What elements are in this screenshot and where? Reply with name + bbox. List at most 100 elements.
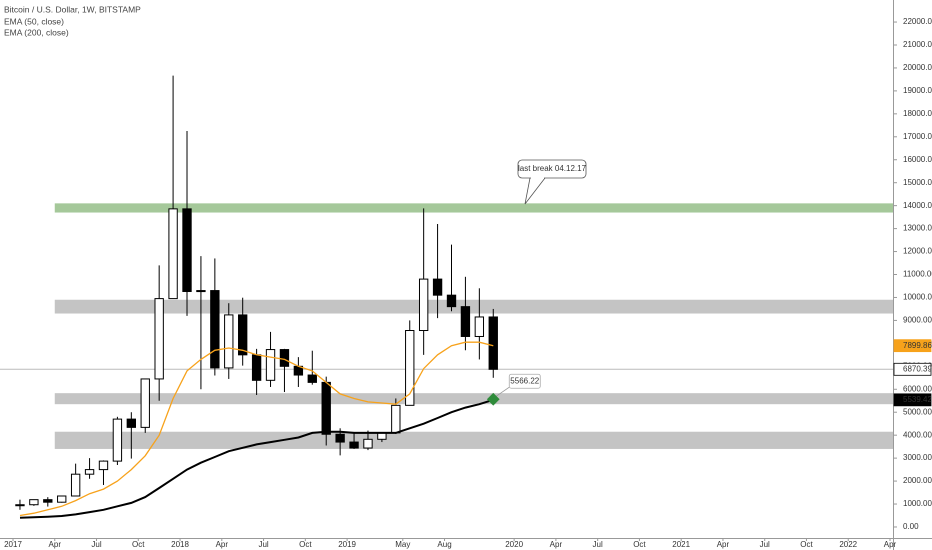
candle-body [43,499,53,503]
candle-body [460,306,471,337]
x-tick-label: Oct [633,540,646,549]
candle-body [140,378,150,428]
x-tick-label: Apr [717,540,730,549]
candle-body [70,473,81,497]
annotation-box [517,159,587,179]
candle-body [335,433,345,443]
x-tick-label: Apr [49,540,62,549]
candle-body [210,290,220,369]
candle-body [15,504,25,507]
marker-label: 5566.22 [510,376,539,385]
candle-body [29,499,39,506]
zone-band [54,431,894,449]
price-label: 6870.39 [903,364,932,373]
legend-entry: EMA (50, close) [4,16,64,26]
candle-body [251,354,262,381]
candle-body [265,349,276,381]
candle-body [363,438,373,449]
y-tick-label: 14000.00 [903,201,932,210]
x-tick-label: Jul [258,540,268,549]
y-tick-label: 5000.00 [903,407,932,416]
candle-body [126,418,137,428]
marker-label-box [508,373,541,389]
zone-band [54,393,894,405]
ema-line [19,341,494,517]
annotation-pointer [524,177,546,205]
zone-band [54,299,894,314]
candle-body [279,349,290,367]
candle-body [405,330,415,406]
ema-line [19,398,494,519]
y-tick-label: 4000.00 [903,430,932,439]
y-tick-label: 18000.00 [903,109,932,118]
annotation-text: last break 04.12.17 [518,164,587,173]
x-tick-label: Jul [760,540,770,549]
y-tick-label: 12000.00 [903,247,932,256]
y-tick-label: 10000.00 [903,293,932,302]
y-tick-label: 21000.00 [903,40,932,49]
annotation: last break 04.12.17 [517,159,587,205]
candle-body [446,294,457,308]
x-tick-label: Jul [91,540,101,549]
x-tick-label: Apr [884,540,897,549]
x-tick-label: Oct [800,540,813,549]
price-label-box [893,393,932,407]
candle-body [391,404,401,434]
candle-body [112,418,123,462]
price-label: 7899.86 [903,341,932,350]
candle-body [238,314,248,356]
plot-area: last break 04.12.17 5566.22 [0,75,894,519]
y-tick-label: 20000.00 [903,63,932,72]
candle-body [182,208,192,292]
y-tick-label: 2000.00 [903,476,932,485]
candle-body [432,278,443,296]
candle-body [154,298,164,380]
x-tick-label: 2022 [839,540,857,549]
legend-entry: EMA (200, close) [4,27,69,37]
candle-body [418,278,429,332]
y-tick-label: 13000.00 [903,224,932,233]
candle-body [307,374,317,383]
x-tick-label: Aug [437,540,451,549]
price-label-box [893,362,932,376]
y-tick-label: 0.00 [903,522,919,531]
marker-diamond [486,392,500,406]
x-tick-label: Apr [216,540,229,549]
price-label: 5539.42 [903,395,932,404]
candle-body [84,469,95,475]
y-tick-label: 6000.00 [903,384,932,393]
x-tick-label: 2019 [338,540,356,549]
y-tick-label: 17000.00 [903,132,932,141]
candle-body [98,460,109,471]
x-tick-label: 2021 [672,540,690,549]
x-tick-label: Apr [550,540,563,549]
x-tick-label: 2020 [505,540,523,549]
zone-band [54,203,894,213]
x-tick-label: Oct [299,540,312,549]
candle-body [488,316,498,370]
annotation-cover [531,176,544,179]
candle-body [321,381,331,435]
candle-body [474,316,485,337]
y-tick-label: 9000.00 [903,316,932,325]
candle-body [224,314,234,369]
x-tick-label: 2017 [4,540,22,549]
y-tick-label: 16000.00 [903,155,932,164]
x-tick-label: May [395,540,410,549]
y-tick-label: 3000.00 [903,453,932,462]
price-label-box [893,339,932,353]
y-tick-label: 19000.00 [903,86,932,95]
marker-pointer [496,386,510,397]
x-tick-label: Jul [593,540,603,549]
y-tick-label: 15000.00 [903,178,932,187]
candle-body [57,495,67,503]
chart-title: Bitcoin / U.S. Dollar, 1W, BITSTAMP [4,4,141,14]
y-tick-label: 1000.00 [903,499,932,508]
candle-body [196,290,206,293]
y-tick-label: 11000.00 [903,270,932,279]
y-tick-label: 22000.00 [903,17,932,26]
candle-body [168,208,178,300]
x-tick-label: Oct [132,540,145,549]
